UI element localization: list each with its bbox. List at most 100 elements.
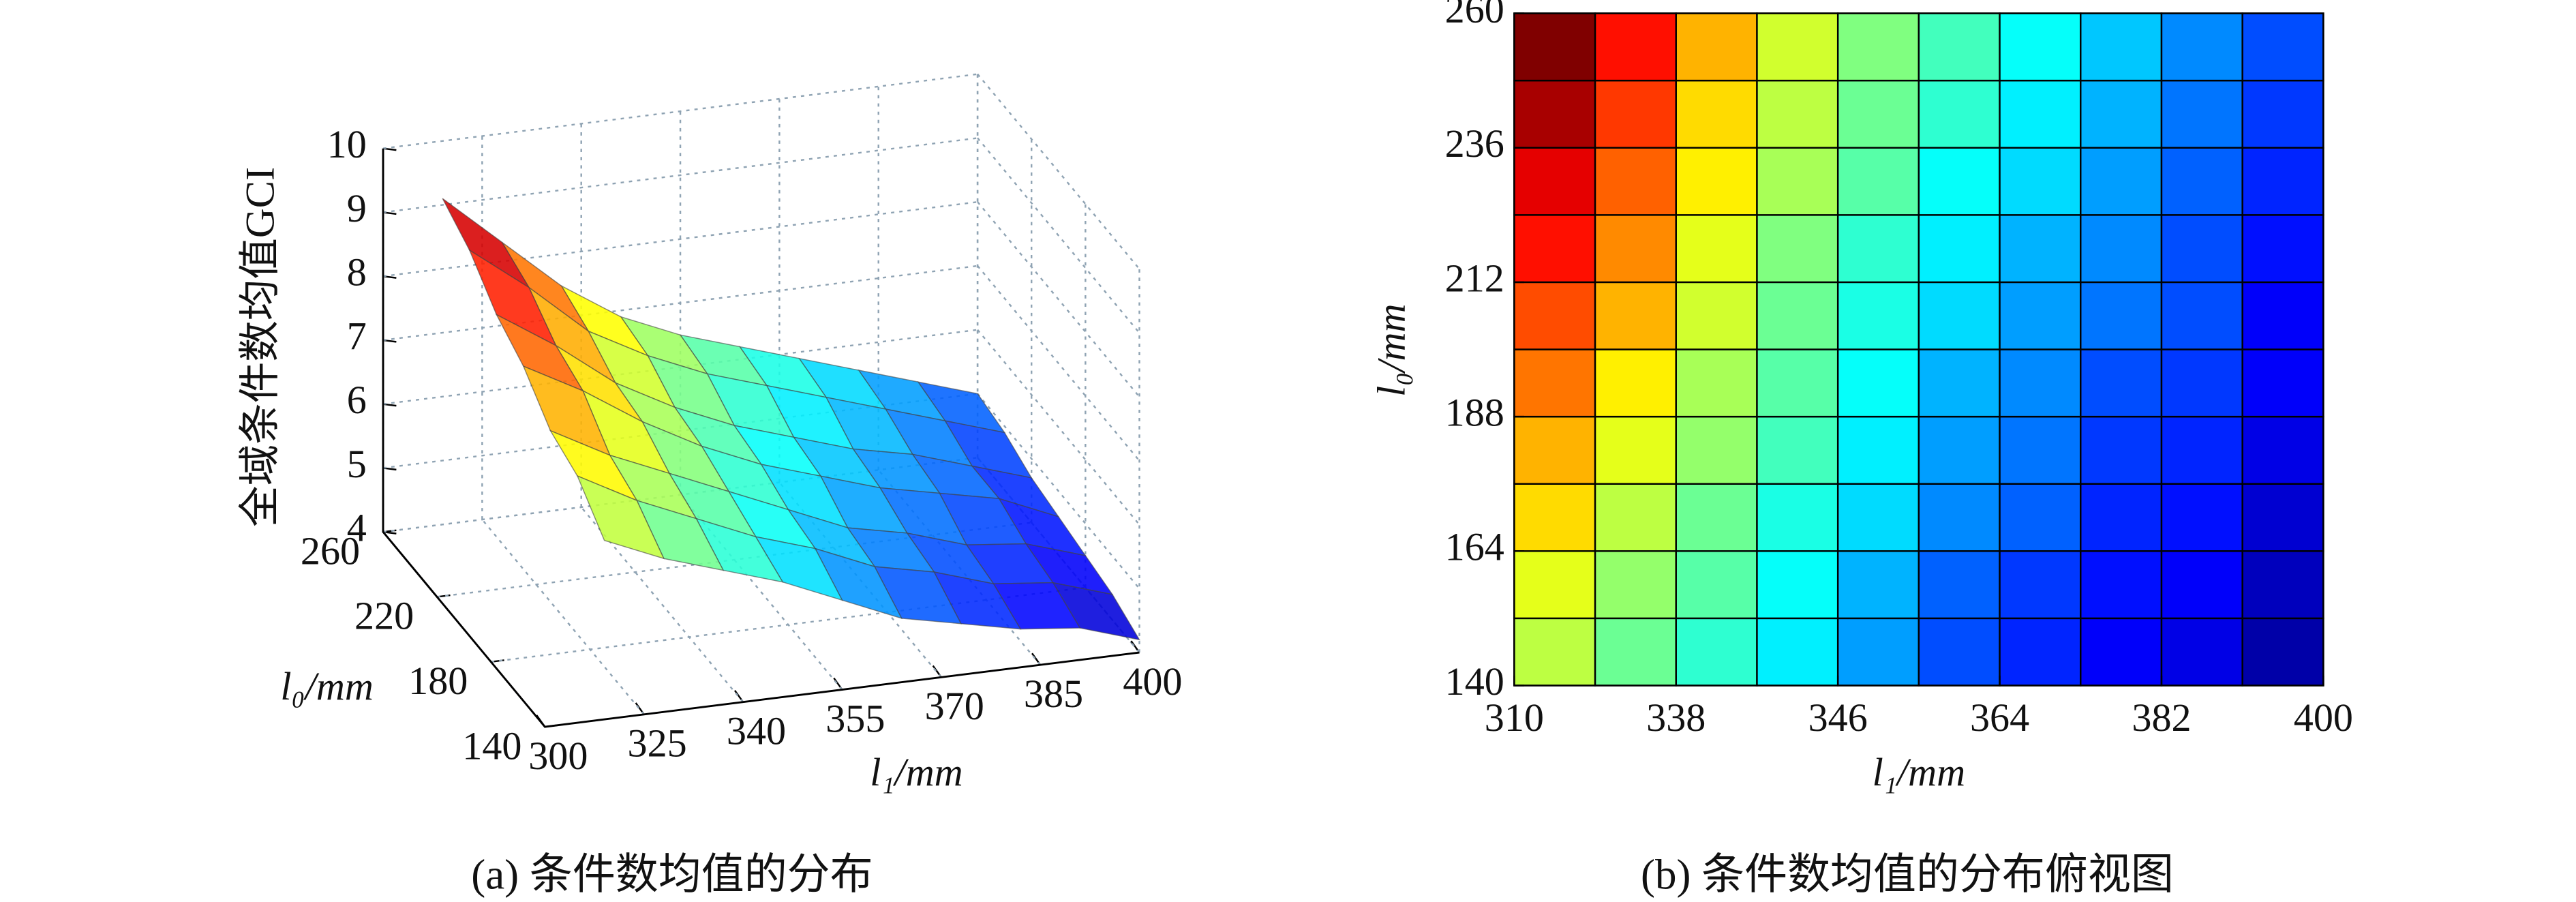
caption: (a) 条件数均值的分布 (471, 850, 873, 898)
heatmap-cell (1918, 617, 2001, 687)
heatmap-cell (1756, 12, 1839, 82)
x-tick-label: 346 (1808, 695, 1868, 740)
heatmap-cell (1999, 281, 2082, 350)
x-tick-label: 370 (925, 684, 984, 728)
heatmap-cell (1918, 79, 2001, 149)
grid-line (977, 329, 1140, 526)
heatmap-cell (1675, 12, 1758, 82)
heatmap-cell (2241, 483, 2324, 552)
heatmap-cell (1836, 550, 1920, 620)
heatmap-cell (2241, 415, 2324, 485)
heatmap-cell (1836, 483, 1920, 552)
heatmap-cell (1836, 617, 1920, 687)
heatmap-cell (1756, 281, 1839, 350)
grid-line (382, 73, 978, 149)
y-tick-label: 236 (1445, 121, 1504, 166)
heatmap-cell (1513, 12, 1596, 82)
heatmap-cell (1836, 79, 1920, 149)
heatmap-cell (1999, 214, 2082, 284)
axis-line (382, 148, 1140, 728)
heatmap-cell (1675, 214, 1758, 284)
heatmap-cell (2080, 483, 2163, 552)
y-tick-label: 164 (1445, 525, 1504, 569)
y-tick-label: 188 (1445, 390, 1504, 434)
heatmap-cell (1756, 147, 1839, 216)
heatmap-cell (2241, 550, 2324, 620)
z-tick-label: 6 (347, 378, 367, 422)
heatmap-cell (1918, 550, 2001, 620)
z-tick-label: 5 (347, 442, 367, 486)
surface-patch (576, 475, 665, 560)
heatmap-cell (1999, 79, 2082, 149)
heatmap-cell (2080, 550, 2163, 620)
heatmap-cell (1756, 214, 1839, 284)
heatmap-cell (1836, 415, 1920, 485)
x-tick-label: 382 (2132, 695, 2191, 740)
heatmap-cell (1513, 79, 1596, 149)
plot-layer: 4 5 6 7 8 9 10 300 325 340 355 370 385 400 140 180 220 26… (301, 0, 2353, 778)
z-tick-label: 7 (347, 314, 367, 358)
heatmap-cell (1513, 214, 1596, 284)
heatmap-cell (1594, 617, 1677, 687)
grid-line (977, 201, 1140, 397)
heatmap-cell (1513, 617, 1596, 687)
heatmap-cell (1675, 550, 1758, 620)
heatmap-cell (1594, 348, 1677, 418)
heatmap-cell (2160, 415, 2243, 485)
grid-line (580, 507, 744, 703)
heatmap-cell (1675, 79, 1758, 149)
heatmap-cell (2080, 79, 2163, 149)
heatmap-cell (2160, 214, 2243, 284)
y-tick-label: 220 (354, 594, 414, 638)
heatmap-cell (1594, 79, 1677, 149)
heatmap-cell (2080, 415, 2163, 485)
heatmap-cell (1918, 281, 2001, 350)
heatmap-cell (1756, 348, 1839, 418)
heatmap-cell (1836, 12, 1920, 82)
y-tick-label: 260 (1445, 0, 1504, 31)
heatmap-cell (1513, 550, 1596, 620)
heatmap-cell (1594, 281, 1677, 350)
grid-line (680, 494, 843, 691)
heatmap-cell (1513, 281, 1596, 350)
heatmap-cell (1594, 147, 1677, 216)
plot-frame (1513, 12, 2324, 687)
z-tick-label: 8 (347, 250, 367, 295)
heatmap-cell (1836, 281, 1920, 350)
heatmap-cell (1836, 348, 1920, 418)
heatmap-cell (1999, 617, 2082, 687)
heatmap-cell (2241, 79, 2324, 149)
heatmap-cell (2241, 12, 2324, 82)
grid-line (491, 586, 1086, 663)
heatmap-cell (1918, 483, 2001, 552)
heatmap-cell (1675, 415, 1758, 485)
heatmap-cell (1918, 214, 2001, 284)
x-tick-label: 355 (825, 696, 885, 740)
heatmap-cell (1756, 550, 1839, 620)
heatmap-cell (2160, 79, 2243, 149)
heatmap-cell (2160, 348, 2243, 418)
y-tick-label: 140 (462, 723, 521, 768)
x-tick-label: 400 (2294, 695, 2353, 740)
y-tick-label: 140 (1445, 659, 1504, 704)
heatmap-cell (2080, 12, 2163, 82)
heatmap-cell (1594, 12, 1677, 82)
grid-line (977, 393, 1140, 590)
heatmap-cell (1756, 415, 1839, 485)
heatmap-cell (2080, 617, 2163, 687)
heatmap-cell (1999, 550, 2082, 620)
grid-line (382, 137, 978, 213)
heatmap-cell (1999, 348, 2082, 418)
heatmap-cell (1513, 147, 1596, 216)
heatmap-cell (2160, 281, 2243, 350)
z-axis-label: 全域条件数均值GCI (237, 167, 283, 527)
heatmap-cell (2160, 617, 2243, 687)
heatmap-cell (2241, 348, 2324, 418)
heatmap-cell (1836, 214, 1920, 284)
heatmap-cell (2241, 147, 2324, 216)
z-tick-label: 4 (347, 506, 367, 550)
x-tick-label: 300 (528, 734, 588, 778)
heatmap-cell (1918, 348, 2001, 418)
